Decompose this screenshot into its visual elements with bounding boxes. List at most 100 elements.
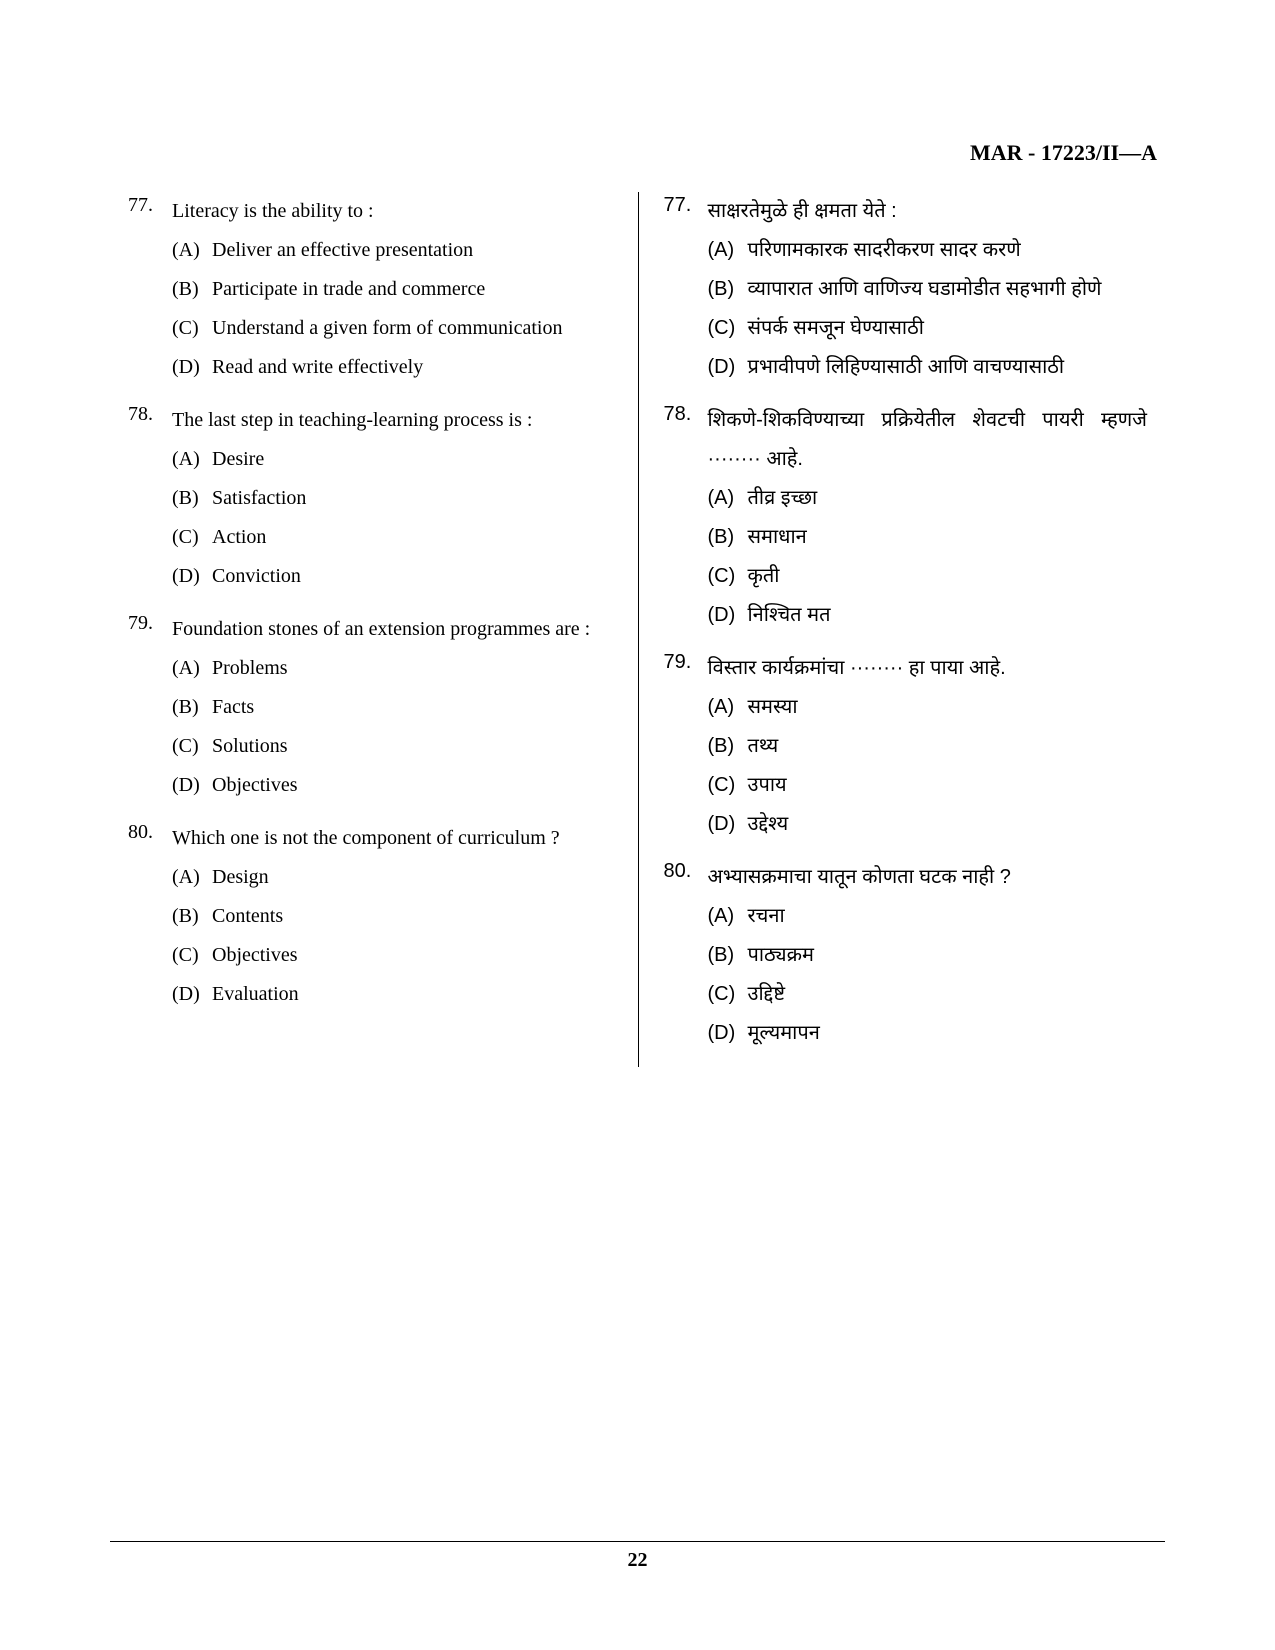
page-header: MAR - 17223/II—A xyxy=(110,140,1165,166)
option-text: समस्या xyxy=(748,688,1148,727)
column-divider xyxy=(638,192,640,1067)
option-text: तथ्य xyxy=(748,727,1148,766)
question: 78.शिकणे-शिकविण्याच्या प्रक्रियेतील शेवट… xyxy=(664,401,1148,635)
options-list: (A)Deliver an effective presentation(B)P… xyxy=(172,231,612,387)
option-text: Evaluation xyxy=(212,975,612,1014)
option-label: (C) xyxy=(708,766,748,805)
option: (D)Evaluation xyxy=(172,975,612,1014)
question-text: शिकणे-शिकविण्याच्या प्रक्रियेतील शेवटची … xyxy=(708,401,1148,479)
option-label: (A) xyxy=(172,858,212,897)
option-label: (B) xyxy=(172,897,212,936)
option-text: कृती xyxy=(748,557,1148,596)
option-label: (C) xyxy=(172,518,212,557)
option: (C)Understand a given form of communicat… xyxy=(172,309,612,348)
option: (D)निश्चित मत xyxy=(708,596,1148,635)
option: (C)Action xyxy=(172,518,612,557)
question-text: साक्षरतेमुळे ही क्षमता येते : xyxy=(708,192,1148,231)
option-text: Conviction xyxy=(212,557,612,596)
option: (A)Desire xyxy=(172,440,612,479)
option-text: उद्दिष्टे xyxy=(748,975,1148,1014)
question-row: 79.Foundation stones of an extension pro… xyxy=(128,610,612,649)
question-number: 77. xyxy=(128,192,172,217)
option-text: Problems xyxy=(212,649,612,688)
option-text: व्यापारात आणि वाणिज्य घडामोडीत सहभागी हो… xyxy=(748,270,1148,309)
option-text: रचना xyxy=(748,897,1148,936)
option: (D)Conviction xyxy=(172,557,612,596)
option: (B)समाधान xyxy=(708,518,1148,557)
option-text: Read and write effectively xyxy=(212,348,612,387)
option-text: प्रभावीपणे लिहिण्यासाठी आणि वाचण्यासाठी xyxy=(748,348,1148,387)
question-row: 80.Which one is not the component of cur… xyxy=(128,819,612,858)
option-text: Contents xyxy=(212,897,612,936)
option-label: (A) xyxy=(708,897,748,936)
question-text: विस्तार कार्यक्रमांचा ········ हा पाया आ… xyxy=(708,649,1148,688)
option-label: (A) xyxy=(172,649,212,688)
question-number: 80. xyxy=(664,858,708,883)
question-number: 78. xyxy=(664,401,708,426)
question-text: अभ्यासक्रमाचा यातून कोणता घटक नाही ? xyxy=(708,858,1148,897)
option-text: Design xyxy=(212,858,612,897)
option-label: (C) xyxy=(708,309,748,348)
question: 77.साक्षरतेमुळे ही क्षमता येते :(A)परिणा… xyxy=(664,192,1148,387)
question: 77.Literacy is the ability to :(A)Delive… xyxy=(128,192,612,387)
option-text: समाधान xyxy=(748,518,1148,557)
option-label: (D) xyxy=(708,596,748,635)
option: (A)Deliver an effective presentation xyxy=(172,231,612,270)
option: (A)परिणामकारक सादरीकरण सादर करणे xyxy=(708,231,1148,270)
option-text: Objectives xyxy=(212,766,612,805)
option-label: (D) xyxy=(172,557,212,596)
option-label: (C) xyxy=(172,309,212,348)
options-list: (A)तीव्र इच्छा(B)समाधान(C)कृती(D)निश्चित… xyxy=(708,479,1148,635)
option-text: Deliver an effective presentation xyxy=(212,231,612,270)
option: (C)संपर्क समजून घेण्यासाठी xyxy=(708,309,1148,348)
option: (A)रचना xyxy=(708,897,1148,936)
question-text: Foundation stones of an extension progra… xyxy=(172,610,612,649)
option: (B)Contents xyxy=(172,897,612,936)
left-column: 77.Literacy is the ability to :(A)Delive… xyxy=(110,192,638,1067)
option-text: पाठ्यक्रम xyxy=(748,936,1148,975)
options-list: (A)परिणामकारक सादरीकरण सादर करणे(B)व्याप… xyxy=(708,231,1148,387)
option: (B)तथ्य xyxy=(708,727,1148,766)
option-label: (D) xyxy=(172,766,212,805)
option: (B)Participate in trade and commerce xyxy=(172,270,612,309)
option-label: (B) xyxy=(708,270,748,309)
question: 79.विस्तार कार्यक्रमांचा ········ हा पाय… xyxy=(664,649,1148,844)
option-label: (C) xyxy=(172,936,212,975)
question-number: 77. xyxy=(664,192,708,217)
option: (A)तीव्र इच्छा xyxy=(708,479,1148,518)
option-text: Satisfaction xyxy=(212,479,612,518)
bottom-rule xyxy=(110,1541,1165,1543)
question-row: 78.The last step in teaching-learning pr… xyxy=(128,401,612,440)
option: (D)उद्देश्य xyxy=(708,805,1148,844)
option: (B)Satisfaction xyxy=(172,479,612,518)
option-label: (A) xyxy=(172,440,212,479)
option-text: निश्चित मत xyxy=(748,596,1148,635)
option-label: (B) xyxy=(172,479,212,518)
page-number: 22 xyxy=(0,1549,1275,1572)
option: (B)Facts xyxy=(172,688,612,727)
question: 80.अभ्यासक्रमाचा यातून कोणता घटक नाही ?(… xyxy=(664,858,1148,1053)
options-list: (A)समस्या(B)तथ्य(C)उपाय(D)उद्देश्य xyxy=(708,688,1148,844)
options-list: (A)Design(B)Contents(C)Objectives(D)Eval… xyxy=(172,858,612,1014)
option-text: मूल्यमापन xyxy=(748,1014,1148,1053)
question-row: 80.अभ्यासक्रमाचा यातून कोणता घटक नाही ? xyxy=(664,858,1148,897)
question-text: The last step in teaching-learning proce… xyxy=(172,401,612,440)
option-label: (B) xyxy=(172,270,212,309)
option: (C)उपाय xyxy=(708,766,1148,805)
question-row: 78.शिकणे-शिकविण्याच्या प्रक्रियेतील शेवट… xyxy=(664,401,1148,479)
question-row: 77.Literacy is the ability to : xyxy=(128,192,612,231)
question: 78.The last step in teaching-learning pr… xyxy=(128,401,612,596)
options-list: (A)Problems(B)Facts(C)Solutions(D)Object… xyxy=(172,649,612,805)
option: (A)Problems xyxy=(172,649,612,688)
content-area: 77.Literacy is the ability to :(A)Delive… xyxy=(110,192,1165,1067)
option: (C)Objectives xyxy=(172,936,612,975)
question: 80.Which one is not the component of cur… xyxy=(128,819,612,1014)
option-label: (B) xyxy=(708,518,748,557)
option-label: (B) xyxy=(708,727,748,766)
option: (D)प्रभावीपणे लिहिण्यासाठी आणि वाचण्यासा… xyxy=(708,348,1148,387)
option: (D)मूल्यमापन xyxy=(708,1014,1148,1053)
option-label: (A) xyxy=(708,688,748,727)
option: (B)पाठ्यक्रम xyxy=(708,936,1148,975)
option: (B)व्यापारात आणि वाणिज्य घडामोडीत सहभागी… xyxy=(708,270,1148,309)
option-text: संपर्क समजून घेण्यासाठी xyxy=(748,309,1148,348)
